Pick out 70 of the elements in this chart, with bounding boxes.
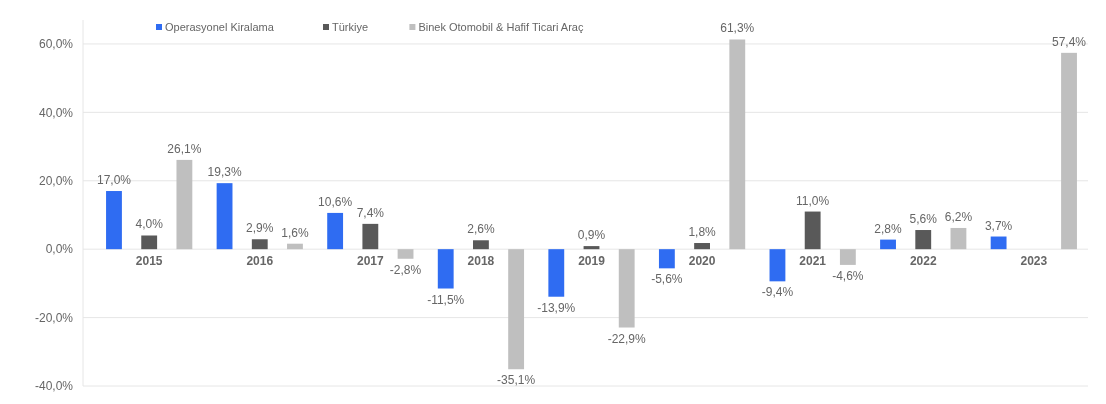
x-tick-label: 2018 <box>467 254 495 269</box>
data-label: 1,6% <box>281 225 309 240</box>
data-label: 7,4% <box>356 205 385 220</box>
data-label: 6,2% <box>944 209 973 224</box>
data-label: -11,5% <box>427 292 465 307</box>
x-tick-label: 2015 <box>135 254 163 269</box>
data-label: 26,1% <box>167 141 202 156</box>
bar <box>1061 52 1077 250</box>
bar <box>251 239 268 250</box>
x-tick-label: 2020 <box>688 254 716 269</box>
y-tick-label: -40,0% <box>34 379 74 394</box>
data-label: 5,6% <box>909 212 938 227</box>
x-tick-label: 2022 <box>909 254 937 269</box>
bar <box>618 249 635 328</box>
x-tick-label: 2019 <box>578 254 606 269</box>
bar <box>287 243 303 250</box>
y-tick-label: -20,0% <box>34 310 74 325</box>
data-label: -4,6% <box>832 268 864 283</box>
bar <box>327 212 344 250</box>
bar <box>990 236 1007 250</box>
data-label: -2,8% <box>389 262 422 277</box>
data-label: 3,7% <box>984 218 1013 233</box>
y-tick-label: 0,0% <box>45 242 74 257</box>
x-tick-label: 2017 <box>356 254 385 269</box>
data-label: 0,9% <box>577 228 606 243</box>
y-tick-label: 40,0% <box>38 105 74 120</box>
data-label: 61,3% <box>720 21 755 36</box>
bar <box>437 249 454 289</box>
bar <box>216 183 233 250</box>
data-label: 17,0% <box>96 173 132 188</box>
data-label: -9,4% <box>761 285 794 300</box>
y-tick-label: 20,0% <box>38 173 74 188</box>
x-tick-label: 2023 <box>1020 254 1048 269</box>
data-label: 10,6% <box>318 194 353 209</box>
bar <box>804 211 821 250</box>
bar <box>694 243 710 250</box>
data-label: 19,3% <box>207 165 242 180</box>
data-label: 2,6% <box>467 222 495 237</box>
data-label: -13,9% <box>537 300 576 315</box>
bar <box>880 239 896 250</box>
data-label: -35,1% <box>497 373 536 388</box>
legend-label: Türkiye <box>332 21 369 34</box>
data-label: 1,8% <box>688 225 717 240</box>
x-tick-label: 2021 <box>799 254 827 269</box>
bar <box>176 159 193 250</box>
legend-label: Operasyonel Kiralama <box>165 21 275 34</box>
bar <box>769 249 786 282</box>
bar <box>915 230 932 250</box>
bar <box>397 249 414 259</box>
data-label: -22,9% <box>607 331 647 346</box>
x-tick-label: 2016 <box>246 254 274 269</box>
data-label: 4,0% <box>135 217 164 232</box>
data-label: 57,4% <box>1052 34 1087 49</box>
data-label: -5,6% <box>651 272 683 287</box>
bar <box>839 249 856 265</box>
bar <box>548 249 565 297</box>
data-label: 11,0% <box>796 193 830 208</box>
bar <box>106 191 122 250</box>
bar <box>141 235 158 250</box>
bar <box>658 249 675 269</box>
legend-label: Binek Otomobil & Hafif Ticari Araç <box>418 21 584 34</box>
data-label: 2,8% <box>874 221 903 236</box>
bar <box>473 240 489 250</box>
bar <box>729 39 746 250</box>
bar <box>950 227 967 250</box>
bar <box>508 249 525 370</box>
data-label: 2,9% <box>246 221 274 236</box>
y-tick-label: 60,0% <box>38 37 74 52</box>
bar <box>583 246 600 250</box>
bar <box>362 223 379 250</box>
